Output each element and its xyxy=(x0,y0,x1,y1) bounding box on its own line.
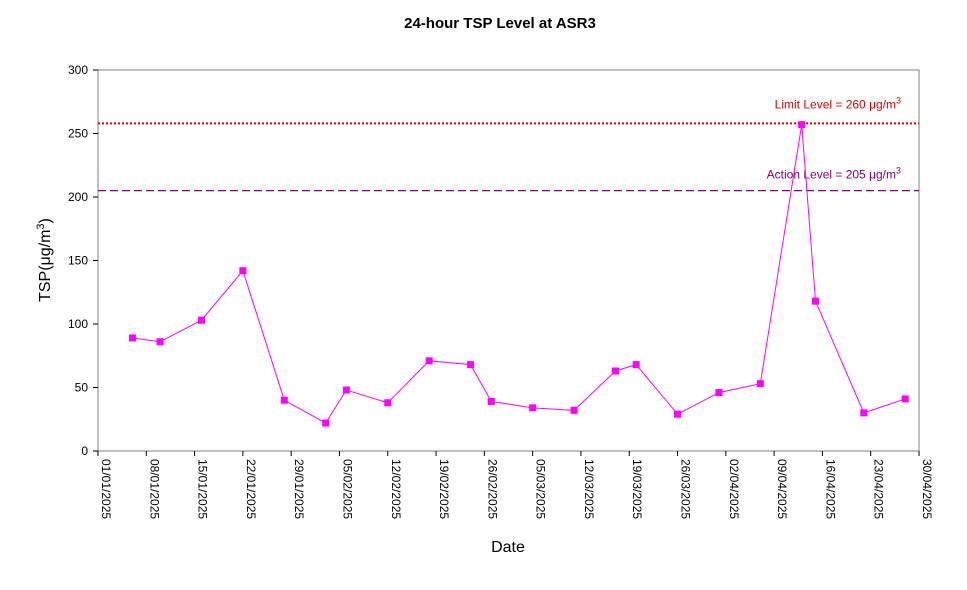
y-axis-label: TSP(μg/m3) xyxy=(35,218,54,302)
data-point-marker xyxy=(715,389,723,397)
x-tick-label: 02/04/2025 xyxy=(727,459,741,519)
data-point-marker xyxy=(384,399,392,407)
x-tick-label: 05/03/2025 xyxy=(534,459,548,519)
x-tick-label: 12/02/2025 xyxy=(389,459,403,519)
y-tick-label: 300 xyxy=(68,63,88,77)
y-axis-ticks: 0 50 100 150 200 250 300 xyxy=(68,63,98,458)
reference-line-label: Action Level = 205 μg/m3 xyxy=(767,166,901,182)
reference-line-label-exponent: 3 xyxy=(896,166,901,176)
data-point-marker xyxy=(425,357,433,365)
y-tick-label: 200 xyxy=(68,190,88,204)
data-point-marker xyxy=(128,334,136,342)
reference-line-label-unit: μg/m xyxy=(869,168,896,182)
x-tick-label: 19/02/2025 xyxy=(437,459,451,519)
data-point-marker xyxy=(156,338,164,346)
y-axis-label-prefix: TSP( xyxy=(37,265,54,302)
reference-line-label-text: Action Level = 205 xyxy=(767,168,869,182)
y-tick-label: 250 xyxy=(68,127,88,141)
series-line xyxy=(132,124,906,424)
x-tick-label: 23/04/2025 xyxy=(872,459,886,519)
y-tick-label: 0 xyxy=(81,444,88,458)
plot-area xyxy=(97,69,920,452)
data-point-marker xyxy=(529,404,537,412)
x-tick-label: 26/02/2025 xyxy=(485,459,499,519)
x-axis-label: Date xyxy=(491,539,525,556)
x-tick-label: 09/04/2025 xyxy=(775,459,789,519)
data-point-marker xyxy=(812,297,820,305)
x-tick-label: 01/01/2025 xyxy=(99,459,113,519)
data-point-marker xyxy=(756,380,764,388)
y-axis-label-suffix: ) xyxy=(37,218,54,223)
data-point-marker xyxy=(342,386,350,394)
x-tick-label: 29/01/2025 xyxy=(292,459,306,519)
y-tick-label: 50 xyxy=(75,381,89,395)
data-point-marker xyxy=(570,406,578,414)
chart-title: 24-hour TSP Level at ASR3 xyxy=(404,15,596,32)
x-tick-label: 05/02/2025 xyxy=(340,459,354,519)
x-tick-label: 16/04/2025 xyxy=(823,459,837,519)
y-tick-label: 150 xyxy=(68,254,88,268)
data-point-marker xyxy=(487,397,495,405)
x-axis-ticks: 01/01/2025 08/01/2025 15/01/2025 22/01/2025… xyxy=(97,451,934,519)
x-tick-label: 19/03/2025 xyxy=(630,459,644,519)
x-tick-label: 15/01/2025 xyxy=(196,459,210,519)
x-tick-label: 30/04/2025 xyxy=(920,459,934,519)
x-tick-label: 22/01/2025 xyxy=(244,459,258,519)
x-tick-label: 08/01/2025 xyxy=(147,459,161,519)
reference-line-label-exponent: 3 xyxy=(896,95,901,105)
data-point-marker xyxy=(239,267,247,275)
y-axis-label-exponent: 3 xyxy=(35,223,47,229)
data-point-marker xyxy=(611,367,619,375)
reference-line-label: Limit Level = 260 μg/m3 xyxy=(775,95,901,111)
data-point-marker xyxy=(901,395,909,403)
series-layer xyxy=(128,121,909,427)
data-point-marker xyxy=(860,409,868,417)
reference-line-label-text: Limit Level = 260 xyxy=(775,97,869,111)
x-tick-label: 12/03/2025 xyxy=(582,459,596,519)
data-point-marker xyxy=(467,361,475,369)
data-point-marker xyxy=(798,121,806,129)
reference-line-label-unit: μg/m xyxy=(869,97,896,111)
data-point-marker xyxy=(674,410,682,418)
data-point-marker xyxy=(197,316,205,324)
data-point-marker xyxy=(280,396,288,404)
y-axis-label-unit: μg/m xyxy=(37,230,54,266)
data-point-marker xyxy=(322,419,330,427)
data-point-marker xyxy=(632,361,640,369)
y-tick-label: 100 xyxy=(68,317,88,331)
x-tick-label: 26/03/2025 xyxy=(679,459,693,519)
